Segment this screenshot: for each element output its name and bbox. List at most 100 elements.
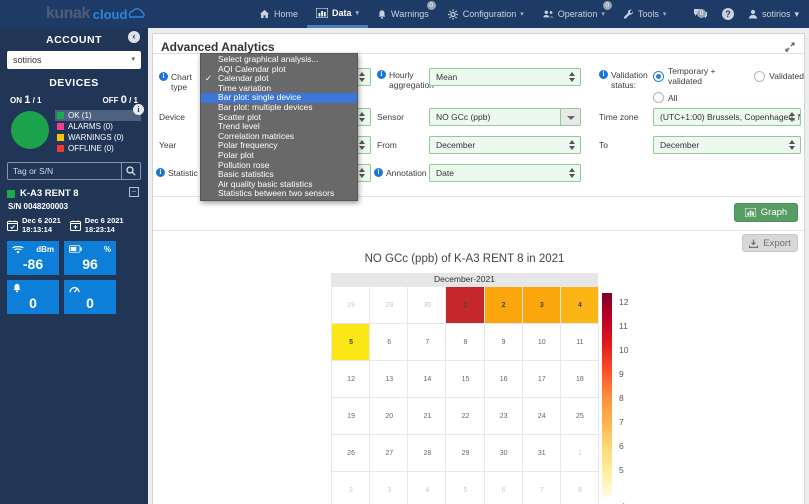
- radio-dot-icon: [754, 70, 766, 82]
- dropdown-option[interactable]: Basic statistics: [201, 170, 357, 180]
- radio-temporary-validated[interactable]: Temporary + validated: [653, 66, 742, 86]
- calendar-day-cell: 14: [408, 361, 446, 398]
- info-icon[interactable]: i: [374, 168, 383, 177]
- legend-info-icon[interactable]: i: [133, 104, 144, 115]
- radio-validated[interactable]: Validated: [754, 66, 804, 86]
- dropdown-option[interactable]: Select graphical analysis...: [201, 55, 357, 65]
- account-select-value: sotirios: [13, 55, 42, 65]
- end-datetime: Dec 6 2021 18:23:14: [69, 216, 124, 234]
- legend-item[interactable]: OK (1): [55, 110, 141, 121]
- dropdown-option[interactable]: ✓ Calendar plot: [201, 74, 357, 84]
- to-label: To: [599, 140, 608, 150]
- legend-item[interactable]: ALARMS (0): [55, 121, 141, 132]
- calendar-day-cell: 12: [332, 361, 370, 398]
- device-metric-tiles: dBm -86% 96 0 0: [7, 241, 141, 314]
- user-menu[interactable]: sotirios ▾: [748, 9, 799, 20]
- messages-button[interactable]: 0: [693, 8, 708, 20]
- chevron-down-icon: ▾: [520, 11, 524, 18]
- dropdown-option[interactable]: Air quality basic statistics: [201, 180, 357, 190]
- dropdown-option[interactable]: Bar plot: multiple devices: [201, 103, 357, 113]
- navbar-right: 0 ? sotirios ▾: [693, 0, 809, 28]
- metric-tile: dBm -86: [7, 241, 59, 275]
- tile-value: 0: [29, 295, 37, 311]
- legend-swatch: [57, 123, 64, 130]
- calendar-day-cell: 8: [446, 324, 484, 361]
- device-header[interactable]: K-A3 RENT 8 −: [7, 187, 141, 199]
- nav-tools[interactable]: Tools ▾: [614, 0, 676, 28]
- collapse-device-icon[interactable]: −: [129, 187, 139, 197]
- stepper-icon: [789, 140, 796, 150]
- dropdown-option[interactable]: Polar frequency: [201, 141, 357, 151]
- dropdown-option[interactable]: Time variation: [201, 84, 357, 94]
- legend-item[interactable]: OFFLINE (0): [55, 143, 141, 154]
- search-button[interactable]: [122, 166, 140, 176]
- dropdown-option[interactable]: Pollution rose: [201, 161, 357, 171]
- help-button[interactable]: ?: [721, 8, 734, 20]
- info-icon[interactable]: i: [159, 72, 168, 81]
- buttons-divider: [153, 230, 804, 231]
- username-label: sotirios: [761, 9, 791, 19]
- info-icon[interactable]: i: [599, 70, 608, 79]
- radio-all[interactable]: All: [653, 92, 677, 103]
- gears-icon: [447, 8, 458, 20]
- graph-button[interactable]: Graph: [734, 203, 798, 222]
- account-select[interactable]: sotirios ▾: [7, 51, 141, 69]
- dropdown-option[interactable]: Trend level: [201, 122, 357, 132]
- messages-count-badge: 0: [696, 9, 706, 18]
- main-menu: Home Data ▾ Warnings 0 Configuration ▾ O…: [250, 0, 675, 28]
- device-status-summary: OK (1) ALARMS (0) WARNINGS (0) OFFLINE (0) …: [0, 104, 148, 154]
- sidebar-collapse-icon[interactable]: ‹: [128, 31, 140, 43]
- sensor-select[interactable]: NO GCc (ppb): [429, 108, 581, 126]
- end-time: 18:23:14: [84, 225, 115, 234]
- calendar-day-cell: 2: [332, 472, 370, 504]
- annotation-select[interactable]: Date: [429, 164, 581, 182]
- dropdown-option[interactable]: Polar plot: [201, 151, 357, 161]
- calendar-heatmap: 28 29 30 1 2 3 4 5 6 7 8 9 10 11 12 13 14 15 16 17 18 19 20 21 2…: [331, 286, 599, 504]
- dropdown-option[interactable]: Bar plot: single device: [201, 93, 357, 103]
- dropdown-option-label: Statistics between two sensors: [218, 189, 335, 199]
- nav-warnings[interactable]: Warnings 0: [368, 0, 438, 28]
- stepper-icon: [359, 112, 366, 122]
- dropdown-option-label: Polar plot: [218, 150, 254, 160]
- nav-configuration[interactable]: Configuration ▾: [438, 0, 533, 28]
- nav-data[interactable]: Data ▾: [307, 0, 369, 28]
- export-button[interactable]: Export: [742, 234, 798, 252]
- dropdown-option[interactable]: AQI Calendar plot: [201, 65, 357, 75]
- dropdown-option-label: Scatter plot: [218, 112, 261, 122]
- color-scale-unit: ppb: [614, 502, 627, 504]
- calendar-day-cell: 20: [370, 398, 408, 435]
- graph-button-icon: [744, 208, 756, 217]
- nav-label: Tools: [637, 9, 659, 19]
- cloud-icon: [129, 8, 146, 18]
- nav-operation[interactable]: Operation 0 ▾: [533, 0, 614, 28]
- color-scale-tick: 10: [619, 345, 629, 355]
- device-status-legend: OK (1) ALARMS (0) WARNINGS (0) OFFLINE (0): [55, 110, 141, 154]
- nav-home[interactable]: Home: [250, 0, 307, 28]
- info-icon[interactable]: i: [156, 168, 165, 177]
- to-month-select[interactable]: December: [653, 136, 801, 154]
- hourly-aggregation-select[interactable]: Mean: [429, 68, 581, 86]
- calendar-day-cell: 30: [408, 287, 446, 324]
- timezone-select[interactable]: (UTC+1:00) Brussels, Copenhagen, Madrid,…: [653, 108, 801, 126]
- calendar-day-cell: 2: [484, 287, 523, 324]
- dropdown-option[interactable]: Statistics between two sensors: [201, 189, 357, 199]
- tile-value: 96: [82, 256, 98, 272]
- annotation-label: i Annotation: [374, 168, 427, 178]
- legend-item[interactable]: WARNINGS (0): [55, 132, 141, 143]
- from-month-select[interactable]: December: [429, 136, 581, 154]
- nav-label: Home: [274, 9, 299, 19]
- expand-panel-icon[interactable]: [785, 39, 795, 57]
- calendar-day-cell: 8: [561, 472, 599, 504]
- graph-button-label: Graph: [760, 207, 788, 218]
- statistic-label: i Statistic: [156, 168, 198, 178]
- device-search-input[interactable]: [8, 166, 121, 176]
- status-donut-chart[interactable]: [11, 111, 49, 149]
- select-value: (UTC+1:00) Brussels, Copenhagen, Madrid,…: [660, 112, 800, 122]
- tile-value: -86: [22, 256, 44, 272]
- stepper-icon: [789, 112, 796, 122]
- dropdown-option[interactable]: Scatter plot: [201, 113, 357, 123]
- dropdown-option[interactable]: Correlation matrices: [201, 132, 357, 142]
- info-icon[interactable]: i: [377, 70, 386, 79]
- app-logo[interactable]: kunak cloud: [0, 0, 250, 28]
- calendar-day-cell: 10: [523, 324, 561, 361]
